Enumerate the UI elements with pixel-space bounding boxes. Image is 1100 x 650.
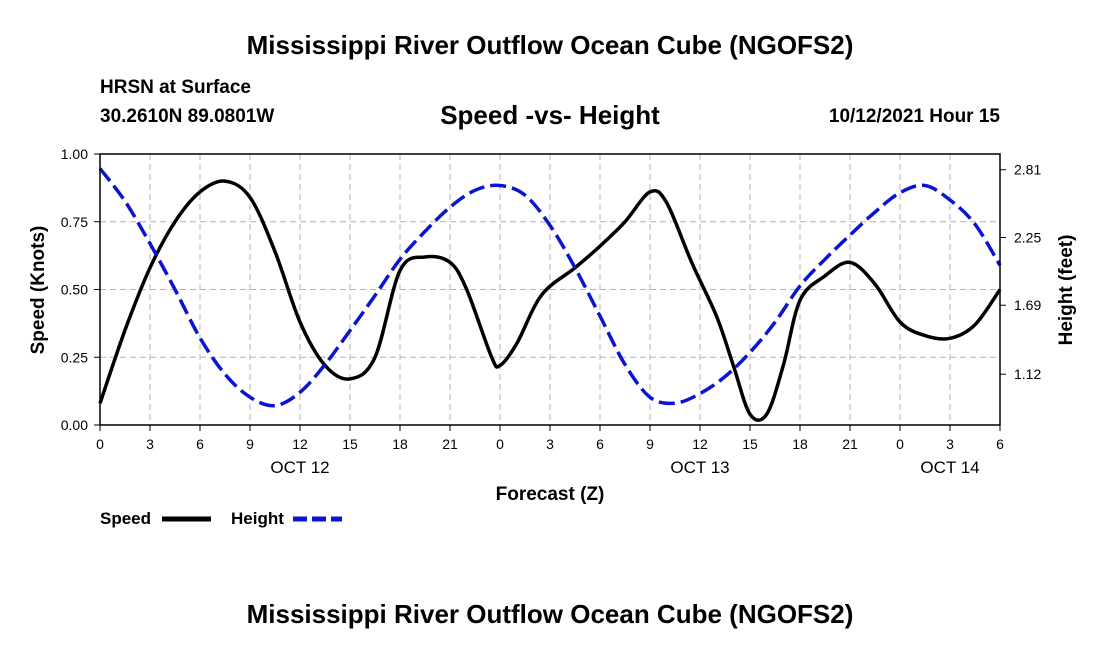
date-label: OCT 13	[670, 458, 729, 477]
x-tick-label: 21	[442, 436, 458, 452]
x-tick-label: 12	[692, 436, 708, 452]
x-tick-label: 0	[96, 436, 104, 452]
series-lines	[98, 167, 1002, 422]
x-tick-label: 9	[646, 436, 654, 452]
x-tick-label: 21	[842, 436, 858, 452]
y-right-tick-label: 2.81	[1014, 162, 1041, 178]
x-tick-label: 9	[246, 436, 254, 452]
series-height-line	[98, 167, 1002, 408]
y-left-tick-label: 0.75	[61, 214, 88, 230]
station-name: HRSN at Surface	[100, 77, 251, 98]
grid-lines	[100, 154, 1000, 425]
x-tick-label: 0	[896, 436, 904, 452]
x-tick-label: 18	[392, 436, 408, 452]
x-tick-label: 6	[996, 436, 1004, 452]
legend-speed-label: Speed	[100, 509, 152, 528]
x-tick-label: 12	[292, 436, 308, 452]
forecast-date: 10/12/2021 Hour 15	[828, 106, 1000, 127]
y-left-tick-label: 0.25	[61, 349, 88, 365]
y-right-tick-label: 2.25	[1014, 229, 1041, 245]
y-right-tick-label: 1.69	[1014, 297, 1041, 313]
station-coordinates: 30.2610N 89.0801W	[100, 106, 275, 127]
date-label: OCT 12	[270, 458, 329, 477]
legend-height-label: Height	[231, 509, 284, 528]
y-left-tick-label: 0.00	[61, 417, 88, 433]
x-tick-label: 3	[546, 436, 554, 452]
date-label: OCT 14	[920, 458, 979, 477]
x-tick-label: 15	[342, 436, 358, 452]
axis-ticks: 0 3 6 9 12 15 18 21 0 3 6 9 12 15 18 21 0 3 6 OCT 12 OCT 13 O…	[61, 146, 1042, 477]
chart-title-bottom: Mississippi River Outflow Ocean Cube (NG…	[246, 599, 854, 629]
y-axis-right-label: Height (feet)	[1056, 235, 1077, 346]
chart-subtitle: Speed -vs- Height	[440, 100, 660, 130]
x-axis-label: Forecast (Z)	[496, 484, 605, 505]
x-tick-label: 0	[496, 436, 504, 452]
chart-title-top: Mississippi River Outflow Ocean Cube (NG…	[246, 30, 854, 60]
y-left-tick-label: 1.00	[61, 146, 88, 162]
x-tick-label: 3	[946, 436, 954, 452]
y-axis-left-label: Speed (Knots)	[28, 226, 49, 355]
x-tick-label: 18	[792, 436, 808, 452]
x-tick-label: 3	[146, 436, 154, 452]
series-speed-line	[98, 179, 1002, 422]
y-left-tick-label: 0.50	[61, 282, 88, 298]
x-tick-label: 6	[196, 436, 204, 452]
y-right-tick-label: 1.12	[1014, 366, 1041, 382]
x-tick-label: 6	[596, 436, 604, 452]
x-tick-label: 15	[742, 436, 758, 452]
